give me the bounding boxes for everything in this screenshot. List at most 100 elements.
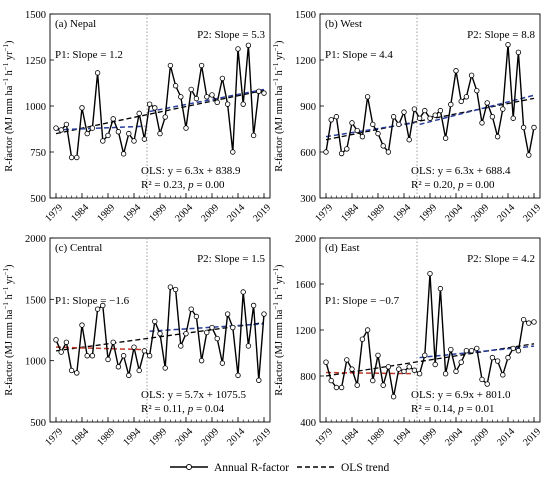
x-tick-label: 2019: [251, 426, 273, 448]
p1-slope-label: P1: Slope = 4.4: [325, 49, 393, 61]
p1-slope-label: P1: Slope = −0.7: [325, 295, 400, 307]
x-tick-label: 2004: [173, 426, 195, 448]
data-point: [453, 368, 459, 375]
p2-trend-line: [419, 94, 535, 126]
data-point: [338, 384, 345, 391]
ylabel-sup: −1: [272, 78, 280, 86]
data-point: [531, 319, 537, 325]
data-point: [198, 357, 205, 364]
data-point: [494, 358, 501, 364]
data-point: [380, 143, 386, 149]
data-point: [209, 92, 215, 98]
data-point: [489, 114, 496, 120]
data-point: [370, 377, 376, 384]
x-tick-label: 1994: [391, 426, 413, 448]
data-point: [396, 366, 402, 372]
ylabel-sup: −1: [272, 302, 280, 310]
y-tick-label: 1200: [295, 326, 316, 337]
data-point: [520, 124, 527, 131]
data-point: [526, 320, 532, 326]
data-point: [489, 354, 496, 361]
data-point: [411, 106, 418, 112]
panel-title: (a) Nepal: [55, 18, 96, 30]
p2-trend-line: [149, 323, 265, 332]
data-point: [385, 364, 392, 370]
data-point: [380, 382, 386, 388]
data-point: [406, 364, 412, 370]
p1-trend-line: [325, 371, 415, 375]
x-tick-label: 1984: [69, 202, 91, 224]
x-tick-label: 2014: [495, 426, 517, 448]
p2-slope-label: P2: Slope = 1.5: [197, 253, 265, 265]
data-point: [224, 311, 231, 317]
data-point: [261, 311, 267, 317]
x-tick-label: 1994: [121, 426, 143, 448]
data-point: [354, 382, 360, 388]
data-point: [94, 306, 101, 312]
data-point: [152, 318, 158, 325]
data-point: [510, 345, 516, 352]
data-point: [333, 384, 340, 391]
x-tick-label: 1984: [339, 426, 361, 448]
data-point: [157, 130, 163, 137]
r2-text: R² = 0.11, p = 0.04: [141, 403, 225, 415]
data-point: [505, 354, 511, 361]
data-point: [146, 353, 153, 359]
data-point: [427, 270, 433, 277]
data-point: [105, 356, 111, 363]
data-point: [162, 114, 168, 120]
data-point: [183, 330, 189, 337]
data-point: [505, 41, 511, 48]
y-tick-label: 300: [300, 194, 316, 205]
p1-slope-label: P1: Slope = −1.6: [55, 295, 130, 307]
data-point: [401, 109, 407, 115]
data-point: [328, 377, 334, 384]
ols-equation: OLS: y = 6.3x + 688.4: [411, 165, 511, 177]
ylabel-mid: yr: [274, 51, 285, 63]
p-symbol: p: [457, 403, 464, 415]
data-point: [468, 348, 475, 354]
data-point: [89, 353, 96, 359]
data-point: [401, 368, 407, 375]
ols-trend-line: [55, 89, 265, 135]
x-tick-label: 2014: [225, 202, 247, 224]
y-tick-label: 1500: [25, 295, 46, 306]
data-point: [188, 306, 194, 312]
p1-trend-line: [55, 125, 145, 131]
data-point: [172, 83, 179, 89]
x-tick-label: 2009: [199, 202, 221, 224]
data-point: [183, 125, 189, 131]
x-tick-label: 2014: [495, 202, 517, 224]
data-point: [136, 367, 142, 374]
data-point: [198, 62, 205, 69]
x-tick-label: 2004: [443, 202, 465, 224]
data-point: [411, 367, 418, 373]
y-tick-label: 900: [300, 102, 316, 113]
ylabel-sup: −1: [2, 78, 10, 86]
y-axis-label: R-factor (MJ mm ha−1 h−1 yr−1): [2, 264, 15, 396]
data-point: [120, 353, 127, 359]
ylabel-mid: yr: [4, 275, 15, 287]
data-point: [105, 132, 111, 139]
panel-title: (b) West: [325, 18, 362, 30]
ols-equation: OLS: y = 6.3x + 838.9: [141, 165, 241, 177]
data-point: [188, 86, 194, 93]
data-point: [416, 115, 423, 121]
data-point: [370, 121, 376, 128]
data-point: [235, 372, 241, 379]
p1-slope-label: P1: Slope = 1.2: [55, 49, 123, 61]
data-point: [63, 339, 70, 345]
data-point: [146, 101, 153, 107]
x-tick-label: 2009: [469, 202, 491, 224]
data-point: [84, 130, 90, 137]
ols-trend-line: [325, 343, 535, 377]
y-tick-label: 1000: [25, 357, 46, 368]
data-point: [178, 343, 184, 349]
data-point: [261, 90, 267, 96]
data-point: [100, 138, 106, 144]
data-point: [406, 137, 412, 143]
data-point: [448, 101, 454, 108]
data-point: [68, 367, 75, 374]
